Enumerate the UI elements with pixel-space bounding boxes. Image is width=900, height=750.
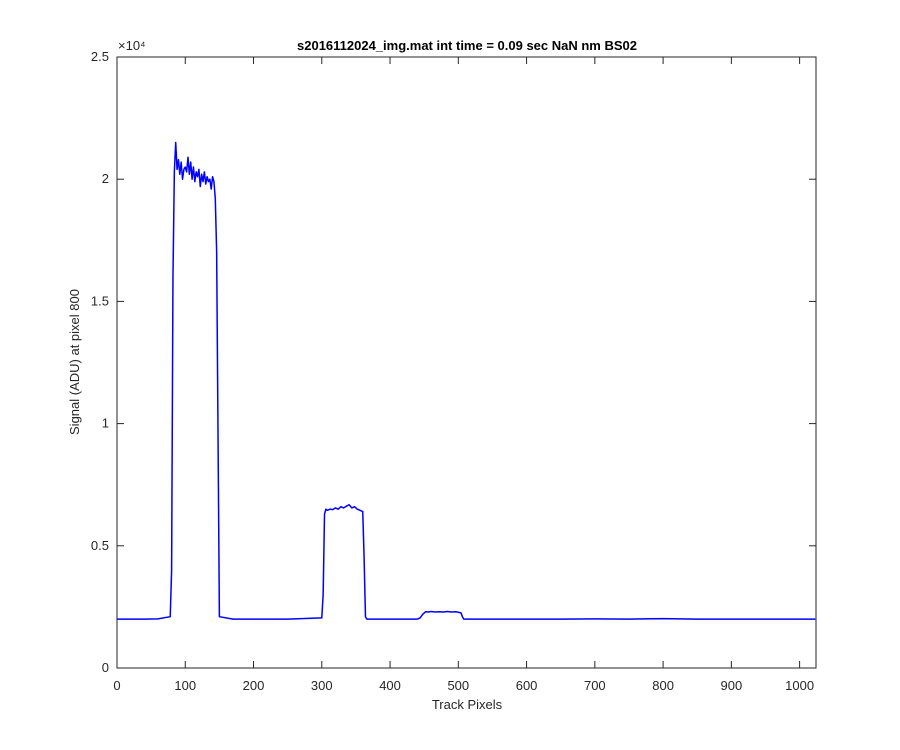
x-tick-label: 900: [721, 678, 743, 693]
x-tick-label: 300: [311, 678, 333, 693]
x-tick-label: 400: [379, 678, 401, 693]
y-tick-label: 0: [102, 660, 109, 675]
y-tick-label: 2.5: [91, 49, 109, 64]
x-tick-label: 600: [516, 678, 538, 693]
x-tick-label: 500: [447, 678, 469, 693]
x-tick-label: 1000: [785, 678, 814, 693]
y-axis: 0 0.5 1 1.5 2 2.5: [91, 49, 816, 675]
x-tick-label: 800: [652, 678, 674, 693]
chart-title: s2016112024_img.mat int time = 0.09 sec …: [297, 38, 637, 53]
series-line-1: [117, 141, 816, 620]
x-tick-label: 100: [174, 678, 196, 693]
series-layer: [117, 141, 816, 620]
y-tick-label: 1.5: [91, 293, 109, 308]
axes-box: [116, 56, 817, 669]
x-axis-label: Track Pixels: [432, 697, 503, 712]
y-tick-label: 1: [102, 416, 109, 431]
y-axis-label: Signal (ADU) at pixel 800: [67, 289, 82, 435]
y-tick-label: 2: [102, 171, 109, 186]
x-tick-label: 0: [113, 678, 120, 693]
y-exponent-label: ×10⁴: [118, 38, 146, 53]
x-tick-label: 700: [584, 678, 606, 693]
y-tick-label: 0.5: [91, 538, 109, 553]
x-axis: 0 100 200 300 400 500 600 700 800 900 1000: [113, 57, 814, 693]
x-tick-label: 200: [243, 678, 265, 693]
